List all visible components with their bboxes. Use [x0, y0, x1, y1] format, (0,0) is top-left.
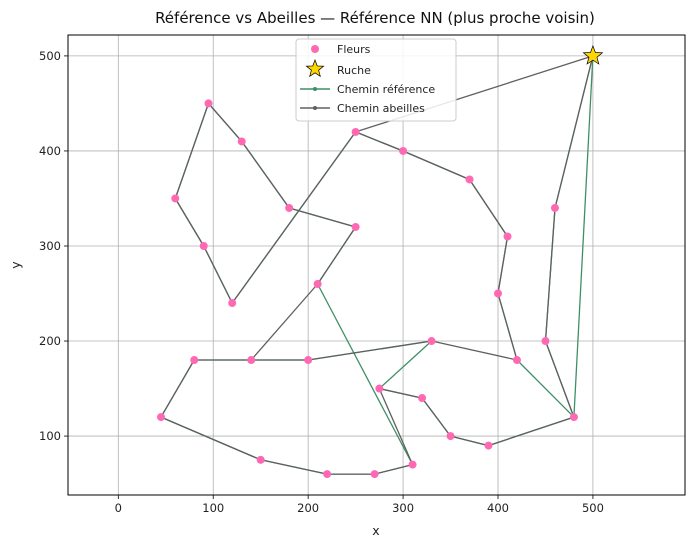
- x-tick-label: 200: [297, 501, 319, 515]
- flower-point: [446, 432, 455, 441]
- x-tick-label: 100: [202, 501, 224, 515]
- flower-point: [304, 356, 313, 365]
- flower-point: [285, 203, 294, 212]
- flower-point: [190, 356, 199, 365]
- y-tick-label: 400: [39, 144, 61, 158]
- legend-reference-label: Chemin référence: [337, 83, 435, 96]
- flower-point: [503, 232, 512, 241]
- flower-point: [351, 222, 360, 231]
- legend-bees-label: Chemin abeilles: [337, 102, 425, 115]
- flower-point: [237, 137, 246, 146]
- hive-marker: [582, 44, 604, 65]
- flower-point: [494, 289, 503, 298]
- legend-flower-marker: [311, 45, 319, 53]
- flower-point: [408, 460, 417, 469]
- flower-point: [204, 99, 213, 108]
- flower-point: [256, 455, 265, 464]
- x-tick-label: 0: [115, 501, 122, 515]
- chart-title: Référence vs Abeilles — Référence NN (pl…: [155, 9, 595, 27]
- x-tick-label: 400: [487, 501, 509, 515]
- flower-point: [465, 175, 474, 184]
- legend-bees-marker: [313, 106, 317, 110]
- flower-point: [351, 127, 360, 136]
- flower-point: [199, 241, 208, 250]
- flower-point: [247, 356, 256, 365]
- x-axis-label: x: [372, 523, 379, 538]
- legend-reference-marker: [313, 87, 317, 91]
- y-tick-label: 200: [39, 334, 61, 348]
- y-tick-label: 300: [39, 239, 61, 253]
- flower-point: [418, 394, 427, 403]
- legend-flower-label: Fleurs: [337, 43, 371, 56]
- legend-box: [295, 38, 457, 122]
- flower-point: [375, 384, 384, 393]
- x-tick-label: 500: [582, 501, 604, 515]
- flower-point: [313, 280, 322, 289]
- legend: Fleurs Ruche Chemin référence Chemin abe…: [295, 38, 457, 122]
- flower-point: [171, 194, 180, 203]
- legend-hive-marker: [305, 59, 325, 78]
- bees-path-line: [160, 55, 594, 475]
- flower-point: [370, 470, 379, 479]
- flower-point: [427, 337, 436, 346]
- x-tick-label: 300: [392, 501, 414, 515]
- flower-point: [399, 146, 408, 155]
- y-tick-label: 100: [39, 429, 61, 443]
- flower-point: [550, 203, 559, 212]
- flower-point: [157, 413, 166, 422]
- flower-point: [569, 413, 578, 422]
- flower-point: [512, 356, 521, 365]
- flower-point: [228, 299, 237, 308]
- legend-hive-label: Ruche: [337, 64, 371, 77]
- flower-point: [484, 441, 493, 450]
- y-tick-label: 500: [39, 49, 61, 63]
- flower-point: [541, 337, 550, 346]
- plot-frame: [67, 34, 686, 496]
- hive-star: [582, 44, 604, 65]
- flower-point: [323, 470, 332, 479]
- y-axis-label: y: [8, 261, 23, 269]
- flower-points: [157, 99, 578, 479]
- ticks: 0 100 200 300 400 500 100 200 300 400 500: [39, 49, 604, 515]
